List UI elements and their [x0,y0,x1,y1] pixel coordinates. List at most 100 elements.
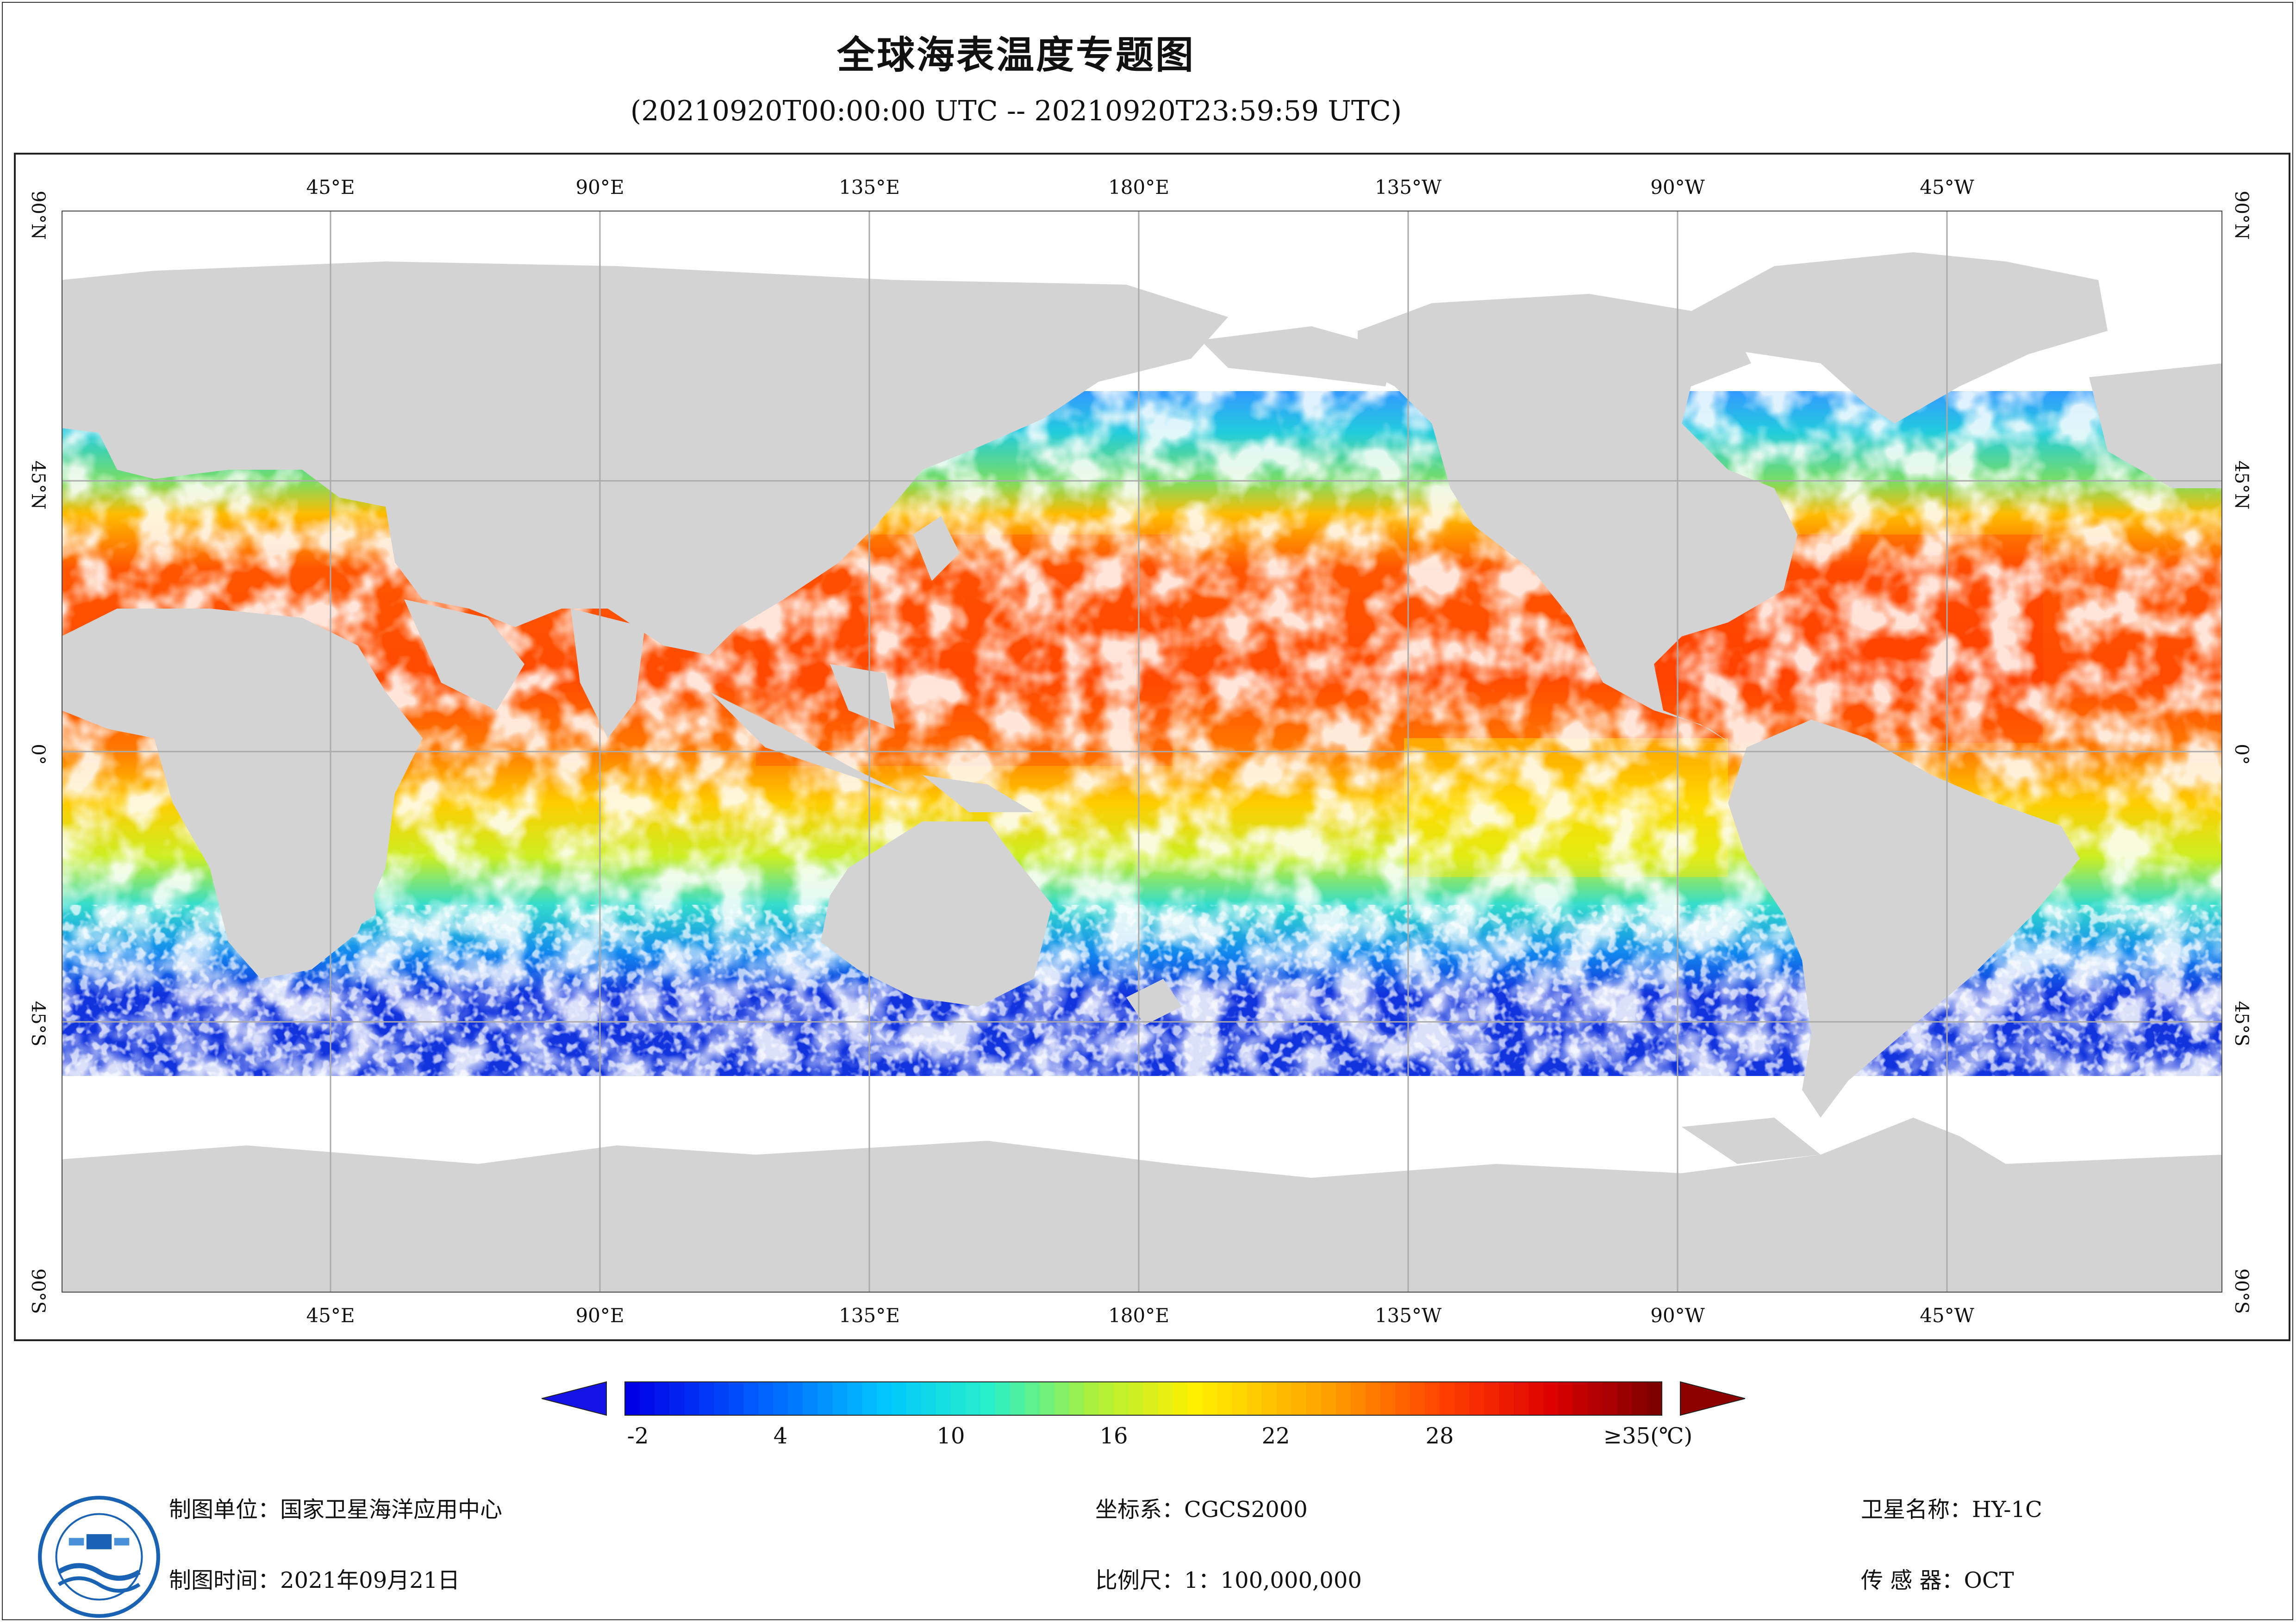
colorbar-cell [1469,1382,1485,1415]
colorbar-cell [1099,1382,1114,1415]
colorbar-tick-label: -2 [627,1423,649,1449]
colorbar-cell [951,1382,966,1415]
colorbar-cell [892,1382,907,1415]
colorbar-cell [669,1382,685,1415]
land [62,252,2222,1293]
colorbar-tick-label: 28 [1425,1423,1454,1449]
colorbar-cell [758,1382,774,1415]
map-title: 全球海表温度专题图 [836,33,1195,77]
colorbar-cell [980,1382,996,1415]
colorbar-cell [1573,1382,1588,1415]
graticule [62,211,2222,1293]
colorbar-cell [803,1382,818,1415]
colorbar-cell [862,1382,877,1415]
left-lat-label: 90°S [27,1268,49,1314]
colorbar-cell [1514,1382,1529,1415]
colorbar-cell [1173,1382,1188,1415]
right-lat-label: 90°N [2231,191,2252,240]
colorbar-cell [1632,1382,1647,1415]
colorbar-cell [714,1382,729,1415]
colorbar-cell [1277,1382,1292,1415]
colorbar-cell [1306,1382,1322,1415]
bottom-lon-label: 45°E [306,1304,355,1327]
sst-map [62,211,2222,1293]
map-scale: 比例尺：1：100,000,000 [1095,1567,1362,1593]
colorbar-cell [1380,1382,1396,1415]
colorbar-cell [906,1382,922,1415]
colorbar-cell [1084,1382,1099,1415]
colorbar-cell [966,1382,981,1415]
colorbar-cell [1395,1382,1410,1415]
colorbar-cell [1203,1382,1218,1415]
top-lon-label: 90°E [575,176,624,199]
colorbar-cell [1647,1382,1662,1415]
colorbar-tick-label: 10 [936,1423,965,1449]
bottom-lon-label: 90°W [1650,1304,1705,1327]
colorbar-cell [1114,1382,1129,1415]
colorbar-cell [1247,1382,1262,1415]
colorbar-cell [995,1382,1011,1415]
colorbar-cell [1292,1382,1307,1415]
colorbar-cell [1336,1382,1351,1415]
colorbar-tick-label: 22 [1261,1423,1290,1449]
colorbar-cell [1484,1382,1499,1415]
right-lat-label: 45°N [2231,460,2252,510]
colorbar-cell [1588,1382,1603,1415]
colorbar-cell [832,1382,848,1415]
colorbar-cell [640,1382,655,1415]
colorbar-cell [936,1382,951,1415]
colorbar-cell [1069,1382,1085,1415]
colorbar-tick-label: 16 [1099,1423,1128,1449]
time-range: (20210920T00:00:00 UTC -- 20210920T23:59… [630,95,1402,127]
top-lon-label: 90°W [1650,176,1705,199]
bottom-lon-label: 45°W [1920,1304,1974,1327]
colorbar-cell [788,1382,803,1415]
colorbar-cell [1232,1382,1248,1415]
right-lat-label: 90°S [2231,1268,2252,1314]
colorbar-cell [773,1382,788,1415]
colorbar-cell [1499,1382,1514,1415]
colorbar-cell [655,1382,670,1415]
colorbar-cell [921,1382,936,1415]
colorbar [542,1381,1745,1416]
colorbar-cell [1143,1382,1159,1415]
left-lat-label: 0° [27,744,49,765]
colorbar-cell [1529,1382,1544,1415]
colorbar-tick-label: ≥35(℃) [1603,1423,1693,1449]
producer-label: 制图单位：国家卫星海洋应用中心 [169,1497,503,1523]
top-lon-label: 45°W [1920,176,1974,199]
left-lat-label: 45°N [27,460,49,510]
satellite-name: 卫星名称：HY-1C [1861,1497,2042,1523]
colorbar-cell [1603,1382,1618,1415]
colorbar-cell [1217,1382,1233,1415]
colorbar-cell [1410,1382,1425,1415]
bottom-lon-label: 135°E [839,1304,900,1327]
production-date: 制图时间：2021年09月21日 [169,1567,460,1593]
colorbar-cell [1054,1382,1070,1415]
colorbar-cell [877,1382,892,1415]
colorbar-cells [624,1381,1662,1416]
bottom-lon-label: 180°E [1108,1304,1169,1327]
colorbar-cell [729,1382,744,1415]
top-lon-label: 45°E [306,176,355,199]
bottom-lon-label: 90°E [575,1304,624,1327]
colorbar-cell [817,1382,833,1415]
colorbar-cell [1321,1382,1336,1415]
colorbar-cell [1158,1382,1173,1415]
colorbar-cell [1425,1382,1440,1415]
map-frame [14,153,2290,1341]
top-lon-label: 135°W [1374,176,1442,199]
colorbar-cell [1440,1382,1455,1415]
colorbar-cell [1188,1382,1203,1415]
colorbar-cell [1366,1382,1381,1415]
colorbar-cell [1129,1382,1144,1415]
colorbar-cell [1351,1382,1366,1415]
colorbar-under-arrow [542,1381,607,1416]
bottom-lon-label: 135°W [1374,1304,1442,1327]
left-lat-label: 90°N [27,191,49,240]
colorbar-cell [743,1382,759,1415]
nsoas-logo [38,1496,160,1618]
colorbar-over-arrow [1680,1381,1745,1416]
colorbar-cell [1617,1382,1633,1415]
